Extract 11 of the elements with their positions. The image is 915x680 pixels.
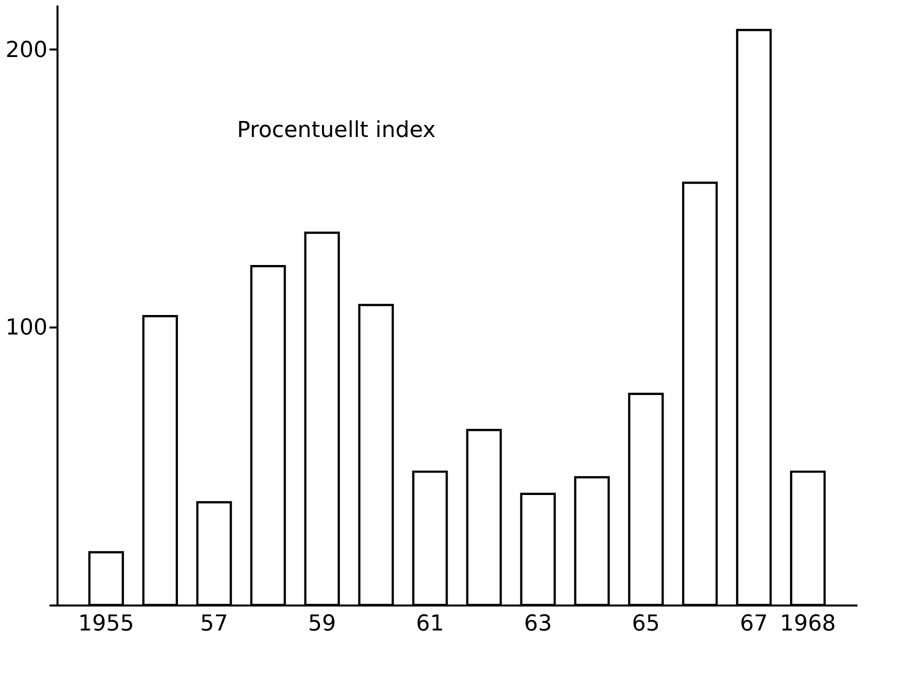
x-tick-label: 1955	[78, 612, 134, 636]
x-tick-label: 1968	[780, 612, 836, 636]
x-tick-label: 63	[524, 612, 552, 636]
x-tick-label: 67	[740, 612, 768, 636]
x-tick-label: 65	[632, 612, 660, 636]
x-tick-label: 57	[200, 612, 228, 636]
x-tick-label: 61	[416, 612, 444, 636]
y-tick-label: 200	[6, 38, 48, 63]
y-tick-label: 100	[6, 316, 48, 341]
x-tick-label: 59	[308, 612, 336, 636]
annotation: Procentuellt index	[237, 118, 436, 143]
